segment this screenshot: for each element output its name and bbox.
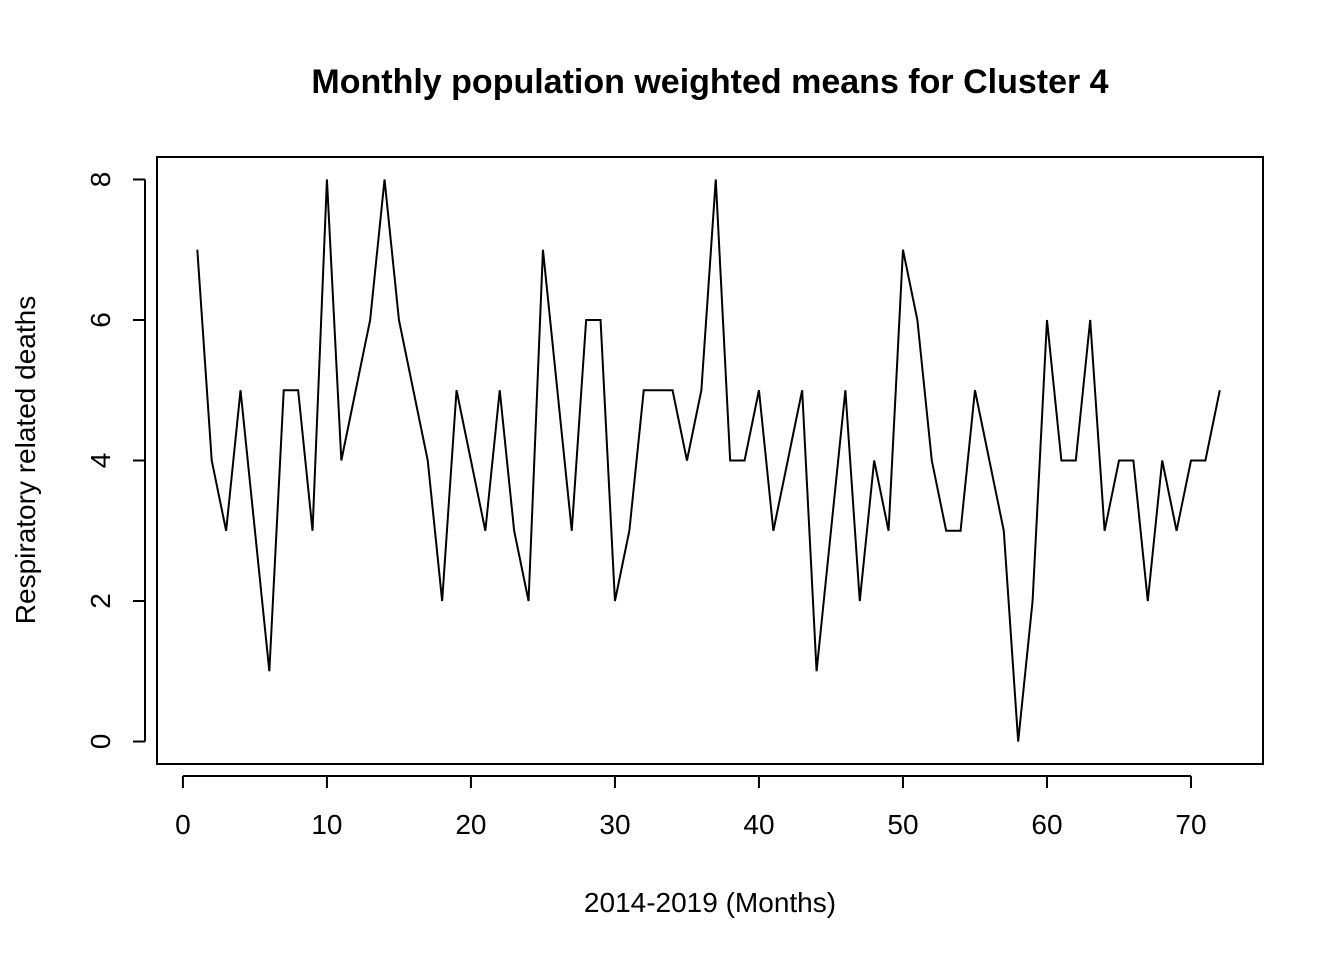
y-tick-label: 4 [85, 453, 116, 469]
y-axis-label: Respiratory related deaths [10, 296, 41, 624]
x-tick-label: 70 [1175, 809, 1206, 840]
y-tick-label: 0 [85, 734, 116, 750]
x-axis-label: 2014-2019 (Months) [584, 887, 836, 918]
series-line [196, 179, 1221, 742]
plot-frame [156, 156, 1264, 765]
y-axis: 0 2 4 6 8 [85, 172, 146, 750]
x-tick-label: 10 [311, 809, 342, 840]
x-tick-label: 30 [599, 809, 630, 840]
x-tick-label: 50 [887, 809, 918, 840]
x-axis: 0 10 20 30 40 50 60 70 [175, 775, 1207, 840]
x-tick-label: 40 [743, 809, 774, 840]
x-tick-label: 0 [175, 809, 191, 840]
y-tick-label: 2 [85, 593, 116, 609]
chart-title: Monthly population weighted means for Cl… [311, 63, 1108, 101]
x-tick-label: 60 [1031, 809, 1062, 840]
x-tick-label: 20 [455, 809, 486, 840]
y-tick-label: 8 [85, 172, 116, 188]
y-tick-label: 6 [85, 312, 116, 328]
